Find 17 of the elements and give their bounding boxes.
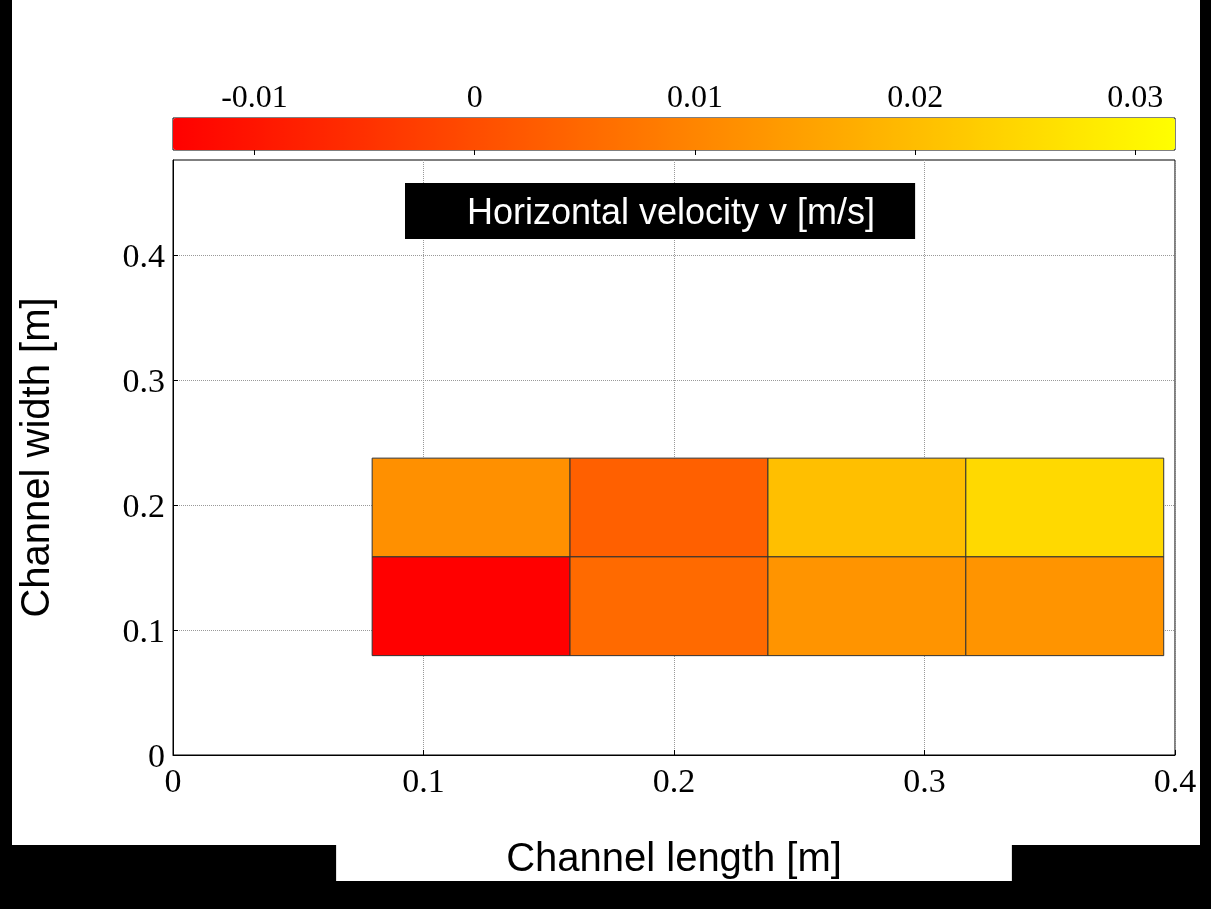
- y-tick-label: 0.2: [122, 486, 165, 524]
- text: Horizontal velocity v [m/s]: [467, 190, 876, 232]
- y-axis-title: Channel width [m]: [13, 297, 57, 618]
- color-bar-label: 0.02: [887, 78, 944, 114]
- x-tick-label: 0.2: [652, 761, 696, 799]
- y-tick-label: 0.3: [122, 361, 165, 399]
- y-tick-label: 0.1: [122, 611, 165, 649]
- color-bar-label: -0.01: [221, 78, 288, 114]
- x-axis-title: Channel length [m]: [506, 835, 842, 879]
- x-tick-label: 0.3: [903, 761, 946, 799]
- color-bar-label: 0: [466, 78, 483, 114]
- y-tick-label: 0.4: [122, 236, 165, 274]
- x-tick-label: 0.1: [402, 761, 445, 799]
- color-bar-label: 0.01: [666, 78, 723, 114]
- y-tick-label: 0: [148, 736, 165, 774]
- x-tick-label: 0.4: [1153, 761, 1197, 799]
- color-bar-label: 0.03: [1107, 78, 1164, 114]
